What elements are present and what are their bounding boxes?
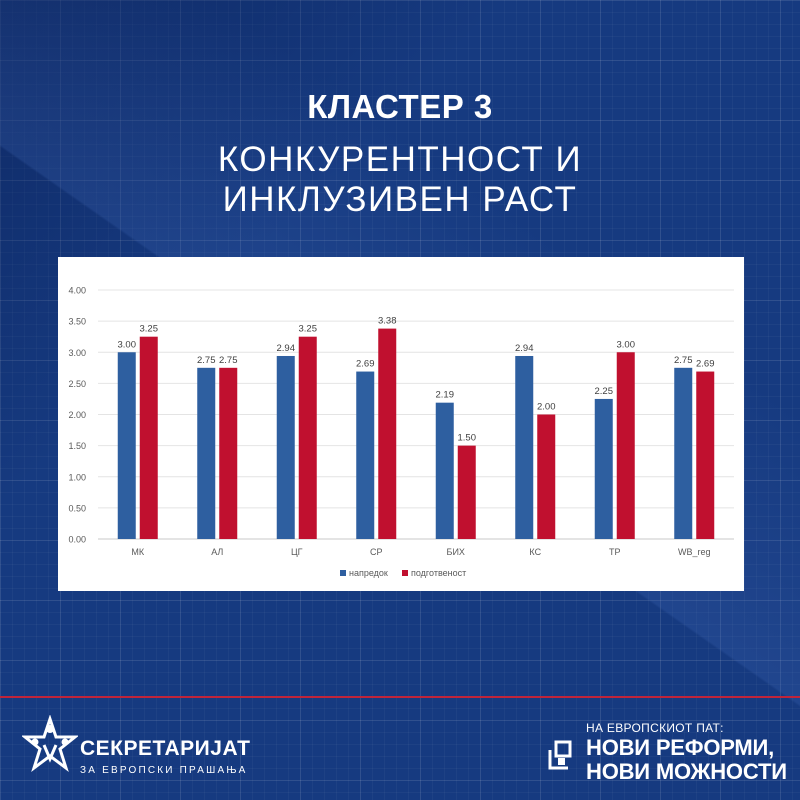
bracket-squares-icon [548,740,572,770]
y-tick-label: 4.00 [68,286,86,296]
bar-progress [674,367,693,539]
secretariat-subtitle: ЗА ЕВРОПСКИ ПРАШАЊА [80,765,248,776]
subtitle-line-1: КОНКУРЕНТНОСТ И [217,140,583,179]
legend-label: подготвеност [411,568,466,578]
bar-progress [594,398,613,539]
data-label: 1.50 [458,433,477,444]
slogan-line-2: НОВИ МОЖНОСТИ [586,759,787,784]
data-label: 3.25 [299,324,318,335]
bar-progress [515,355,534,539]
x-tick-label: СР [370,547,383,557]
y-tick-label: 0.00 [68,535,86,545]
data-label: 2.00 [537,402,556,413]
x-tick-label: АЛ [211,547,223,557]
legend-swatch [340,570,346,576]
bar-readiness [696,371,715,539]
bar-readiness [537,414,556,539]
bar-readiness [457,445,476,539]
eu-path-tagline: НА ЕВРОПСКИОТ ПАТ: [586,721,724,735]
data-label: 2.69 [356,359,375,370]
bar-readiness [298,336,317,539]
y-tick-label: 1.50 [68,441,86,451]
secretariat-logo: СЕКРЕТАРИЈАТ ЗА ЕВРОПСКИ ПРАШАЊА [22,715,250,785]
bar-readiness [139,336,158,539]
legend-swatch [402,570,408,576]
chart-panel: 0.00 0.50 1.00 1.50 2.00 2.50 3.00 3.50 4.00 3.00… [58,257,744,591]
data-label: 2.94 [515,343,534,354]
y-tick-label: 2.00 [68,410,86,420]
divider-line [0,696,800,698]
x-tick-label: ЦГ [291,547,303,557]
slogan-line-1: НОВИ РЕФОРМИ, [586,735,775,760]
data-label: 2.75 [219,355,238,366]
bar-readiness [219,367,238,539]
data-label: 2.75 [674,355,693,366]
data-label: 3.00 [118,339,137,350]
bar-chart: 0.00 0.50 1.00 1.50 2.00 2.50 3.00 3.50 4.00 3.00… [68,286,734,578]
data-label: 2.19 [436,390,455,401]
y-tick-label: 3.00 [68,348,86,358]
data-label: 2.69 [696,359,715,370]
subtitle-line-2: ИНКЛУЗИВЕН РАСТ [222,180,578,219]
y-tick-label: 2.50 [68,379,86,389]
data-label: 3.25 [140,324,159,335]
data-label: 3.00 [617,339,636,350]
bar-readiness [378,328,397,539]
y-tick-label: 1.00 [68,472,86,482]
secretariat-name: СЕКРЕТАРИЈАТ [80,737,251,760]
bar-progress [435,402,454,539]
star-people-icon [22,715,78,773]
bar-progress [197,367,216,539]
cluster-title: КЛАСТЕР 3 [307,88,493,125]
bar-readiness [616,352,635,539]
x-tick-label: БИХ [447,547,465,557]
bar-progress [276,355,295,539]
data-label: 2.75 [197,355,216,366]
x-tick-label: МК [131,547,144,557]
bar-progress [356,371,375,539]
x-tick-label: КС [529,547,541,557]
data-label: 3.38 [378,316,397,327]
x-tick-label: WB_reg [678,547,711,557]
x-tick-label: ТР [609,547,621,557]
legend-label: напредок [349,568,388,578]
cluster-subtitle: КОНКУРЕНТНОСТ И ИНКЛУЗИВЕН РАСТ [0,140,800,220]
eu-path-logo: НА ЕВРОПСКИОТ ПАТ: НОВИ РЕФОРМИ, НОВИ МО… [546,718,787,784]
data-label: 2.94 [277,343,296,354]
y-tick-label: 0.50 [68,503,86,513]
bar-progress [117,352,136,539]
y-tick-label: 3.50 [68,317,86,327]
data-label: 2.25 [595,386,614,397]
